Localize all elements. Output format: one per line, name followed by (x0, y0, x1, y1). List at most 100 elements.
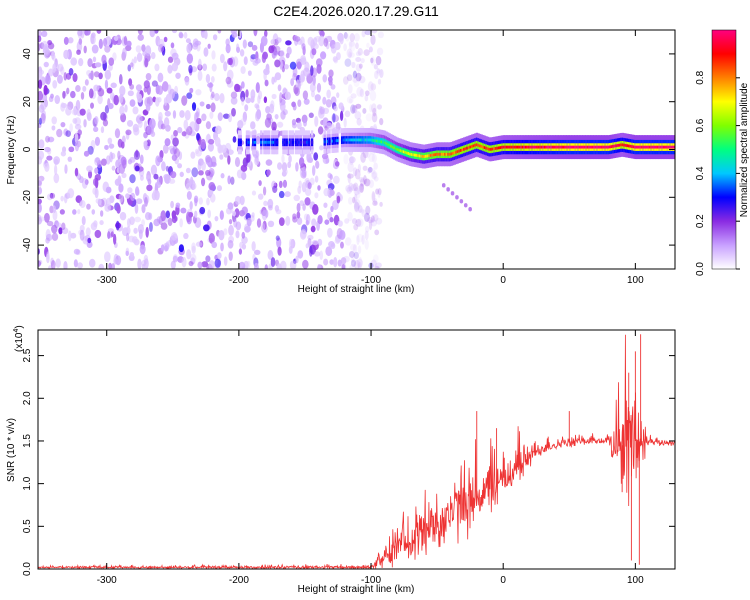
noise-cell (360, 58, 365, 64)
noise-cell (113, 35, 119, 41)
signal-core-cell (659, 145, 663, 149)
signal-core-cell (635, 145, 639, 149)
noise-cell (374, 70, 379, 80)
noise-cell (323, 188, 330, 197)
signal-core-cell (340, 138, 344, 142)
noise-cell (362, 107, 367, 114)
noise-cell (86, 165, 93, 172)
signal-core-cell (559, 145, 563, 149)
noise-cell (211, 50, 216, 60)
noise-cell (270, 39, 276, 45)
noise-cell (136, 52, 143, 63)
noise-cell (371, 171, 377, 180)
noise-cell (363, 174, 367, 185)
noise-cell (90, 102, 94, 109)
signal-core-cell (455, 150, 458, 154)
noise-cell (353, 187, 360, 196)
noise-cell (148, 212, 153, 221)
signal-core-cell (499, 146, 502, 150)
noise-cell (38, 79, 43, 90)
signal-core-cell (547, 145, 550, 149)
noise-cell (181, 257, 187, 268)
noise-cell (217, 112, 223, 122)
noise-cell (108, 57, 115, 66)
signal-core-cell (304, 140, 307, 144)
noise-cell (314, 192, 319, 199)
signal-core-cell (639, 145, 642, 149)
noise-cell (311, 48, 317, 56)
noise-cell (79, 200, 86, 209)
noise-cell (134, 216, 141, 223)
noise-cell (43, 61, 49, 68)
noise-cell (301, 168, 307, 178)
noise-cell (83, 119, 87, 128)
snr-panel: -300 -200 -100 0 100 0.0 0.5 1.0 1.5 2.0 2.5 Heig… (6, 325, 676, 595)
noise-cell (72, 58, 77, 66)
noise-cell (347, 211, 353, 222)
signal-core-cell (647, 145, 650, 149)
noise-cell (327, 76, 333, 83)
noise-cell (92, 187, 98, 195)
signal-core-cell (264, 140, 268, 144)
noise-cell (154, 181, 162, 189)
noise-cell (133, 150, 141, 161)
signal-core-cell (542, 145, 545, 149)
noise-cell (73, 248, 80, 255)
noise-cell (59, 209, 65, 215)
signal-core-cell (294, 140, 298, 144)
signal-core-cell (589, 145, 593, 149)
noise-cell (125, 250, 129, 257)
noise-cell (51, 232, 59, 241)
noise-cell (343, 32, 348, 40)
noise-cell (173, 129, 178, 137)
noise-cell (211, 63, 217, 72)
noise-cell (296, 211, 301, 219)
noise-cell (84, 30, 91, 36)
noise-cell (90, 139, 96, 151)
signal-core-cell (490, 147, 493, 151)
noise-cell (290, 78, 295, 87)
noise-cell (325, 99, 332, 108)
noise-cell (375, 55, 382, 66)
noise-cell (375, 262, 382, 269)
noise-cell (353, 33, 360, 42)
noise-cell (185, 211, 192, 223)
signal-core-cell (417, 154, 420, 158)
noise-cell (263, 96, 268, 104)
signal-core-cell (285, 140, 288, 144)
noise-cell (171, 52, 179, 60)
noise-cell (371, 112, 378, 123)
noise-cell (251, 190, 257, 196)
y-tick-label: 0.0 (22, 562, 33, 576)
noise-cell (167, 64, 173, 74)
signal-core-cell (379, 140, 382, 143)
signal-core-cell (661, 145, 664, 149)
noise-cell (189, 87, 194, 94)
noise-cell (185, 38, 191, 44)
noise-cell (143, 258, 149, 269)
signal-core-cell (333, 139, 336, 143)
signal-core-cell (420, 154, 423, 158)
noise-cell (278, 180, 283, 189)
noise-cell (199, 101, 205, 107)
noise-cell (60, 121, 66, 128)
noise-cell (84, 179, 89, 185)
noise-cell (101, 54, 107, 65)
noise-cell (70, 90, 76, 99)
noise-cell (88, 88, 94, 99)
noise-cell (45, 135, 50, 143)
noise-cell (328, 69, 334, 78)
noise-cell (95, 157, 100, 164)
noise-cell (41, 40, 48, 51)
signal-core-cell (494, 147, 498, 150)
signal-core-cell (594, 145, 598, 149)
noise-cell (189, 201, 193, 210)
x-tick-label: 0 (500, 575, 506, 586)
noise-cell (228, 224, 234, 236)
signal-core-cell (524, 145, 528, 149)
noise-cell (274, 72, 282, 81)
y-tick-label: -20 (22, 190, 33, 205)
noise-cell (354, 208, 361, 214)
noise-cell (368, 219, 373, 231)
